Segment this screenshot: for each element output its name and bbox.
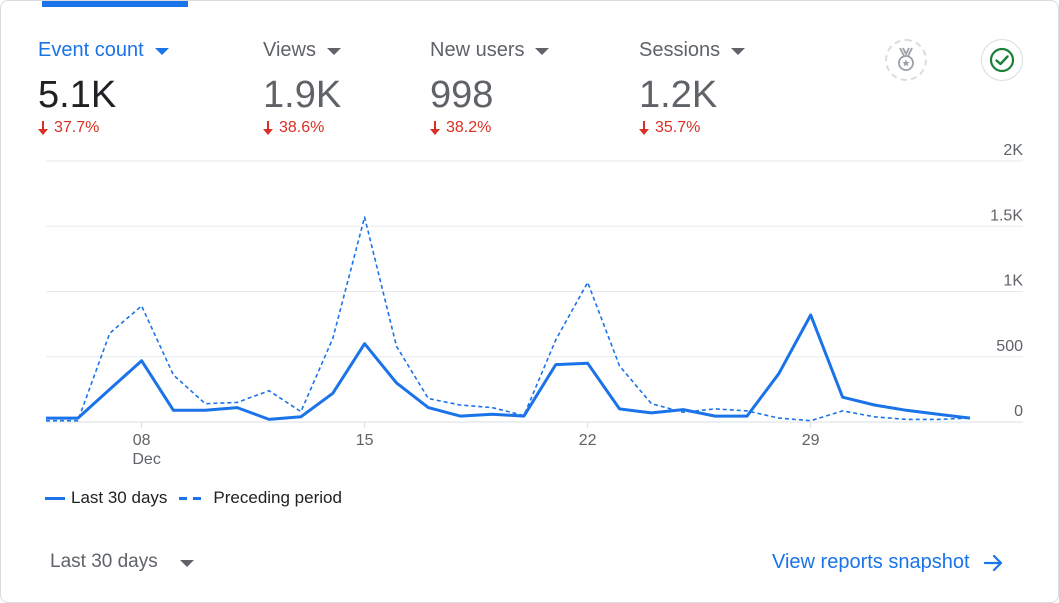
caret-down-icon: [535, 47, 550, 55]
metric-change-text: 38.6%: [279, 119, 325, 136]
view-reports-snapshot-link[interactable]: View reports snapshot: [772, 551, 1004, 574]
date-range-label: Last 30 days: [50, 551, 158, 572]
metric-change-text: 35.7%: [655, 119, 701, 136]
x-axis-ticks: 08 Dec 15 22 29: [132, 422, 820, 468]
metric-label: New users: [430, 33, 550, 67]
arrow-down-icon: [263, 121, 273, 135]
arrow-right-icon: [983, 554, 1002, 571]
arrow-down-icon: [639, 121, 649, 135]
metric-change: 38.2%: [430, 119, 549, 137]
metric-label-text: New users: [430, 38, 525, 61]
y-tick-label: 500: [996, 338, 1023, 355]
series-line-preceding-period: [46, 216, 971, 422]
x-tick-label: 15: [356, 432, 374, 449]
line-chart: 0 500 1K 1.5K 2K 08 Dec 15 22 29: [46, 142, 1023, 468]
metric-change: 38.6%: [263, 119, 341, 137]
metric-tab-views[interactable]: Views 1.9K 38.6%: [263, 33, 341, 137]
metric-label: Event count: [38, 33, 169, 67]
metric-value: 1.9K: [263, 74, 342, 116]
x-tick-sublabel: Dec: [132, 451, 160, 468]
y-tick-label: 1.5K: [990, 207, 1023, 224]
dashed-line-swatch-icon: [179, 496, 202, 500]
x-tick-label: 22: [579, 432, 597, 449]
metric-tab-sessions[interactable]: Sessions 1.2K 35.7%: [639, 33, 746, 137]
arrow-down-icon: [38, 121, 48, 135]
legend-label: Preceding period: [213, 488, 342, 507]
caret-down-icon: [327, 47, 341, 55]
metric-value: 1.2K: [639, 74, 718, 116]
arrow-down-icon: [430, 121, 440, 135]
chart-grid: [46, 160, 1023, 423]
metric-value: 998: [430, 74, 494, 116]
x-tick-label: 29: [802, 432, 820, 449]
legend-item-preceding-period[interactable]: Preceding period: [179, 488, 342, 508]
y-tick-label: 0: [1014, 403, 1023, 420]
caret-down-icon: [731, 47, 746, 55]
medal-icon: [898, 47, 914, 71]
metric-change-text: 38.2%: [446, 119, 492, 136]
y-axis-ticks: 0 500 1K 1.5K 2K: [990, 142, 1023, 420]
metric-label-text: Views: [263, 38, 316, 61]
chart-legend: Last 30 days Preceding period: [45, 488, 354, 508]
metric-label-text: Event count: [38, 38, 144, 61]
legend-label: Last 30 days: [71, 488, 168, 507]
metric-change: 35.7%: [639, 119, 745, 137]
metric-tab-new-users[interactable]: New users 998 38.2%: [430, 33, 550, 137]
y-tick-label: 2K: [1003, 142, 1023, 159]
legend-item-last-30-days[interactable]: Last 30 days: [45, 488, 167, 508]
metric-label: Views: [263, 33, 341, 67]
active-tab-indicator: [42, 1, 188, 7]
solid-line-swatch-icon: [45, 496, 65, 500]
metric-tab-event-count[interactable]: Event count 5.1K 37.7%: [38, 33, 169, 137]
metric-label-text: Sessions: [639, 38, 721, 61]
check-circle-icon: [989, 47, 1015, 73]
metric-value: 5.1K: [38, 74, 117, 116]
metric-label: Sessions: [639, 33, 746, 67]
caret-down-icon: [154, 47, 169, 55]
series-line-last-30-days: [46, 313, 971, 421]
x-tick-label: 08: [133, 432, 151, 449]
check-status-button[interactable]: [981, 39, 1023, 81]
chart-series: [46, 216, 971, 422]
metric-change: 37.7%: [38, 119, 169, 137]
date-range-dropdown[interactable]: Last 30 days: [50, 551, 194, 573]
medal-button[interactable]: [885, 39, 927, 81]
metric-change-text: 37.7%: [54, 119, 100, 136]
snapshot-link-label: View reports snapshot: [772, 551, 970, 573]
y-tick-label: 1K: [1003, 273, 1023, 290]
caret-down-icon: [179, 559, 194, 567]
